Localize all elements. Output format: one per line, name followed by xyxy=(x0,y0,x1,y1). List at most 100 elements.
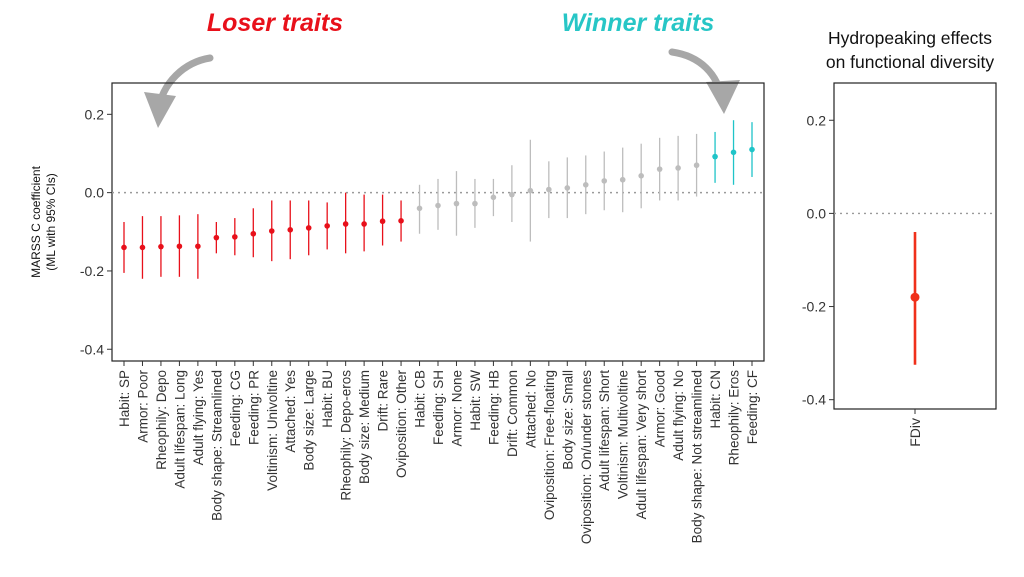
point-range-rheophily-depo xyxy=(158,216,164,277)
estimate-point-feeding-pr xyxy=(250,230,257,237)
point-range-habit-sw xyxy=(472,178,478,228)
estimate-point-oviposition-free-floating xyxy=(546,186,552,193)
point-range-habit-cb xyxy=(416,184,423,234)
point-range-habit-sp xyxy=(121,222,127,273)
point-range-habit-bu xyxy=(324,202,330,250)
estimate-point-voltinism-univoltine xyxy=(268,228,275,234)
x-tick-label-habit-cn: Habit: CN xyxy=(708,370,723,429)
estimate-point-armor-poor xyxy=(139,244,146,251)
point-range-armor-good xyxy=(656,137,663,201)
point-range-rheophily-eros xyxy=(730,120,737,185)
main-point-ranges xyxy=(121,120,755,279)
x-tick-label-body-size-medium: Body size: Medium xyxy=(357,370,372,484)
estimate-point-habit-sp xyxy=(121,244,127,251)
x-tick-label-feeding-cf: Feeding: CF xyxy=(745,370,760,444)
point-range-armor-poor xyxy=(139,216,146,279)
x-tick-label-feeding-cg: Feeding: CG xyxy=(228,370,243,447)
estimate-point-rheophily-depo-eros xyxy=(342,221,349,227)
estimate-point-voltinism-multivoltine xyxy=(619,176,626,183)
y-tick-label: 0.2 xyxy=(807,112,827,128)
x-tick-label-drift-common: Drift: Common xyxy=(505,370,520,457)
estimate-point-feeding-cg xyxy=(232,234,238,240)
x-tick-label-oviposition-other: Oviposition: Other xyxy=(394,369,409,478)
y-tick-label: 0.0 xyxy=(85,185,105,201)
estimate-point-oviposition-other xyxy=(398,218,404,224)
x-tick-label-habit-sp: Habit: SP xyxy=(117,370,132,427)
x-tick-label-habit-bu: Habit: BU xyxy=(320,370,335,428)
x-tick-label-armor-none: Armor: None xyxy=(449,370,464,447)
estimate-point-habit-bu xyxy=(324,223,330,229)
estimate-point-fdiv xyxy=(910,292,920,302)
x-tick-label-armor-good: Armor: Good xyxy=(653,370,668,447)
x-tick-label-adult-flying-yes: Adult flying: Yes xyxy=(191,370,206,466)
estimate-point-habit-cb xyxy=(416,205,423,212)
point-range-attached-no xyxy=(527,139,534,242)
point-range-feeding-cf xyxy=(749,122,755,177)
x-tick-label-voltinism-multivoltine: Voltinism: Multivoltine xyxy=(616,370,631,499)
y-tick-label: -0.4 xyxy=(80,341,104,357)
loser-traits-header: Loser traits xyxy=(207,9,343,37)
point-range-feeding-cg xyxy=(232,218,238,256)
y-axis-label-line1: MARSS C coefficient xyxy=(29,165,43,277)
point-range-adult-lifespan-very-short xyxy=(638,143,644,209)
point-range-drift-rare xyxy=(379,194,386,246)
y-axis-label-line2: (ML with 95% CIs) xyxy=(44,173,58,271)
point-range-body-size-medium xyxy=(361,194,367,252)
x-tick-label-adult-lifespan-very-short: Adult lifespan: Very short xyxy=(634,370,649,520)
point-range-attached-yes xyxy=(287,200,294,260)
estimate-point-habit-cn xyxy=(712,153,718,160)
estimate-point-body-size-large xyxy=(305,225,312,231)
x-tick-label-feeding-pr: Feeding: PR xyxy=(246,370,261,445)
point-range-habit-cn xyxy=(712,131,718,183)
estimate-point-body-shape-streamlined xyxy=(213,234,220,241)
estimate-point-drift-rare xyxy=(379,218,386,225)
estimate-point-armor-good xyxy=(656,166,663,172)
estimate-point-armor-none xyxy=(453,200,460,207)
x-tick-label-habit-cb: Habit: CB xyxy=(413,370,428,428)
x-tick-label-body-shape-streamlined: Body shape: Streamlined xyxy=(209,370,224,521)
estimate-point-adult-lifespan-long xyxy=(176,243,183,250)
point-range-adult-flying-no xyxy=(675,135,681,201)
main-y-axis: 0.2 0.0 -0.2 -0.4 xyxy=(80,106,112,357)
estimate-point-adult-lifespan-very-short xyxy=(638,172,644,179)
estimate-point-feeding-cf xyxy=(749,146,755,153)
estimate-point-body-size-small xyxy=(564,185,571,191)
y-tick-label: -0.4 xyxy=(802,392,826,408)
x-tick-label-body-size-small: Body size: Small xyxy=(560,370,575,470)
x-tick-label-feeding-hb: Feeding: HB xyxy=(486,370,501,445)
x-tick-label-adult-flying-no: Adult flying: No xyxy=(671,370,686,461)
x-tick-label-adult-lifespan-short: Adult lifespan: Short xyxy=(597,370,612,491)
trait-coefficient-chart: 0.2 0.0 -0.2 -0.4 Habit: SP Armor: Poor Rheop… xyxy=(29,82,765,544)
x-tick-label-attached-yes: Attached: Yes xyxy=(283,370,298,453)
estimate-point-body-shape-not-streamlined xyxy=(693,162,700,169)
point-range-adult-lifespan-long xyxy=(176,215,183,277)
point-range-voltinism-univoltine xyxy=(268,200,275,262)
estimate-point-habit-sw xyxy=(472,200,478,207)
point-range-oviposition-free-floating xyxy=(546,161,552,219)
estimate-point-adult-lifespan-short xyxy=(601,178,608,184)
fd-title-line1: Hydropeaking effects xyxy=(828,28,992,48)
fdiv-point-range xyxy=(910,232,920,365)
x-tick-label-habit-sw: Habit: SW xyxy=(468,370,483,431)
fd-title-line2: on functional diversity xyxy=(826,52,995,72)
y-tick-label: -0.2 xyxy=(80,263,104,279)
y-tick-label: 0.2 xyxy=(85,106,105,122)
x-tick-label-drift-rare: Drift: Rare xyxy=(376,370,391,432)
x-tick-label-adult-lifespan-long: Adult lifespan: Long xyxy=(172,370,187,489)
x-tick-label-rheophily-eros: Rheophily: Eros xyxy=(727,370,742,466)
x-tick-label-voltinism-univoltine: Voltinism: Univoltine xyxy=(265,370,280,491)
point-range-voltinism-multivoltine xyxy=(619,147,626,213)
estimate-point-drift-common xyxy=(509,191,515,198)
fdiv-x-axis-labels: FDiv xyxy=(907,409,923,447)
fdiv-y-axis: 0.2 0.0 -0.2 -0.4 xyxy=(802,112,834,408)
winner-traits-header: Winner traits xyxy=(562,9,715,37)
point-range-adult-flying-yes xyxy=(195,214,201,279)
x-tick-label-body-shape-not-streamlined: Body shape: Not streamlined xyxy=(690,370,705,543)
y-tick-label: 0.0 xyxy=(807,205,827,221)
estimate-point-body-size-medium xyxy=(361,221,367,227)
x-tick-label-body-size-large: Body size: Large xyxy=(302,370,317,471)
estimate-point-adult-flying-no xyxy=(675,165,681,171)
x-tick-label-fdiv: FDiv xyxy=(907,418,923,447)
x-tick-label-armor-poor: Armor: Poor xyxy=(135,370,150,443)
